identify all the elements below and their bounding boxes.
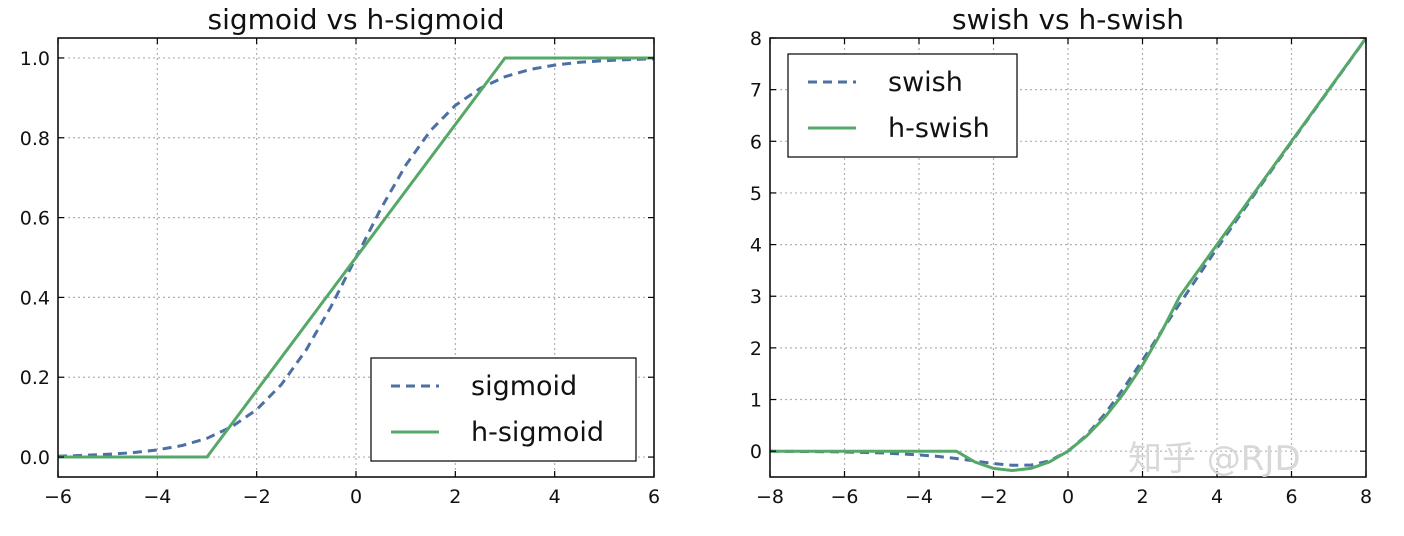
chart-title: sigmoid vs h-sigmoid [207,3,504,36]
legend: swish h-swish [787,53,1018,158]
y-tick-label: 0.6 [20,208,50,230]
x-tick-label: 0 [1062,486,1074,508]
x-tick-label: −6 [44,486,72,508]
x-tick-label: 6 [1285,486,1297,508]
legend-label-h-sigmoid: h-sigmoid [471,417,604,448]
y-tick-label: 1 [750,390,762,412]
y-tick-label: 0.8 [20,128,50,150]
y-tick-label: 5 [750,183,762,205]
series-line-h-sigmoid [58,56,654,459]
series-line-h-swish [770,38,1366,472]
x-tick-label: 0 [350,486,362,508]
x-tick-label: 2 [449,486,461,508]
watermark: 知乎 @RJD [1128,439,1301,479]
x-tick-label: −4 [905,486,933,508]
x-tick-label: 4 [549,486,561,508]
y-tick-label: 1.0 [20,48,50,70]
y-tick-label: 0.4 [20,287,50,309]
x-tick-label: 4 [1211,486,1223,508]
chart-1: sigmoid vs h-sigmoid −6 −4 −2 0 2 4 6 0.0 0.2 0.4 0… [20,3,660,508]
legend: sigmoid h-sigmoid [370,357,637,462]
legend-label-h-swish: h-swish [888,113,990,144]
y-tick-label: 3 [750,286,762,308]
x-tick-label: −2 [979,486,1007,508]
x-tick-label: 8 [1360,486,1372,508]
series-group [58,56,654,459]
legend-box [370,357,637,462]
legend-box [787,53,1018,158]
y-tick-label: 0 [750,441,762,463]
x-tick-label: −2 [243,486,271,508]
x-tick-label: −4 [143,486,171,508]
y-tick-label: 2 [750,338,762,360]
y-tick-label: 4 [750,235,762,257]
x-tick-label: −6 [830,486,858,508]
y-tick-label: 7 [750,80,762,102]
series-group [770,38,1366,472]
y-tick-label: 0.0 [20,447,50,469]
legend-label-swish: swish [888,67,963,98]
y-tick-label: 8 [750,28,762,50]
x-tick-label: 2 [1136,486,1148,508]
x-tick-label: 6 [648,486,660,508]
x-tick-label: −8 [756,486,784,508]
chart-title: swish vs h-swish [952,3,1184,36]
legend-label-sigmoid: sigmoid [471,371,577,402]
y-tick-label: 6 [750,131,762,153]
y-tick-label: 0.2 [20,367,50,389]
chart-2: swish vs h-swish −8 −6 −4 −2 0 2 4 6 8 0 1 2 3 4 5 6 7 8 sw… [750,3,1372,508]
